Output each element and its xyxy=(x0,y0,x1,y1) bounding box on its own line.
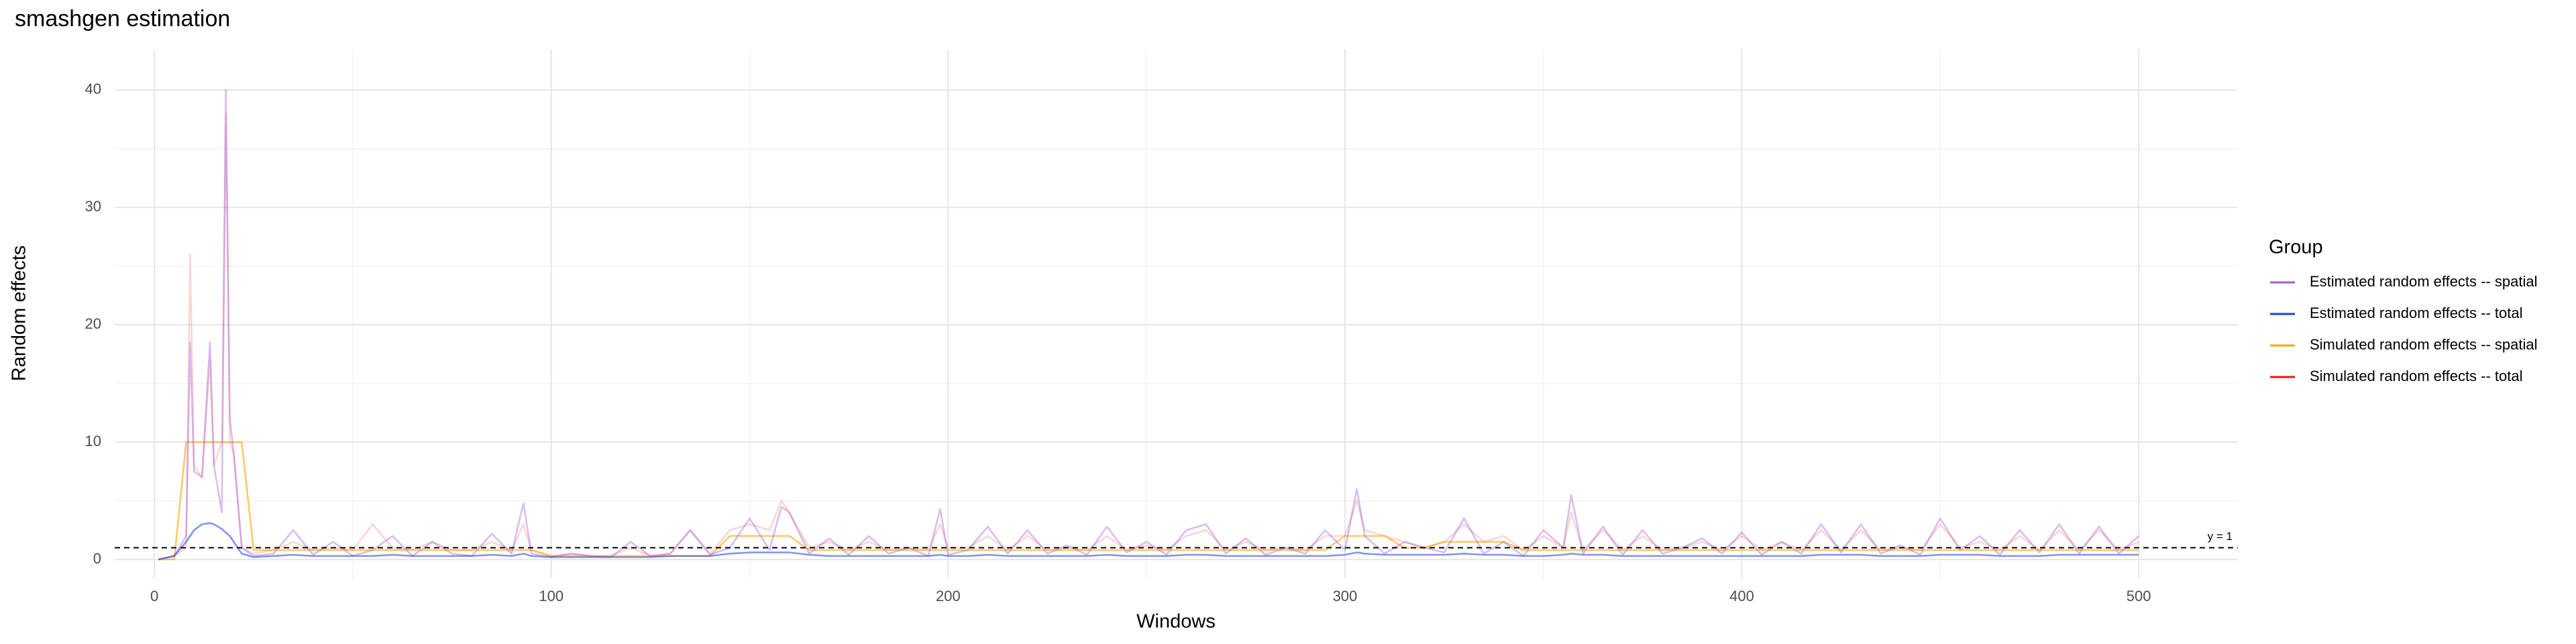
legend-label: Simulated random effects -- spatial xyxy=(2310,336,2538,353)
x-tick-label: 300 xyxy=(1333,588,1358,604)
legend-label: Estimated random effects -- spatial xyxy=(2310,273,2538,290)
data-line xyxy=(158,112,2139,561)
y-tick-label: 40 xyxy=(85,80,101,97)
legend-title: Group xyxy=(2269,237,2323,258)
y-tick-label: 20 xyxy=(85,315,101,332)
y-tick-label: 10 xyxy=(85,433,101,449)
x-tick-label: 100 xyxy=(539,588,564,604)
legend-label: Simulated random effects -- total xyxy=(2310,368,2523,384)
data-line xyxy=(158,441,2139,561)
x-tick-label: 200 xyxy=(936,588,961,604)
legend-label: Estimated random effects -- total xyxy=(2310,305,2523,321)
data-line xyxy=(158,522,2139,561)
x-axis-title: Windows xyxy=(1136,611,1216,633)
y-tick-label: 30 xyxy=(85,198,101,215)
data-line xyxy=(158,89,2139,561)
x-tick-label: 500 xyxy=(2127,588,2151,604)
chart-title: smashgen estimation xyxy=(15,6,230,32)
x-tick-label: 0 xyxy=(150,588,158,604)
x-tick-label: 400 xyxy=(1729,588,1754,604)
y-tick-label: 0 xyxy=(93,550,101,567)
reference-label: y = 1 xyxy=(2208,530,2233,543)
y-axis-title: Random effects xyxy=(9,246,30,382)
